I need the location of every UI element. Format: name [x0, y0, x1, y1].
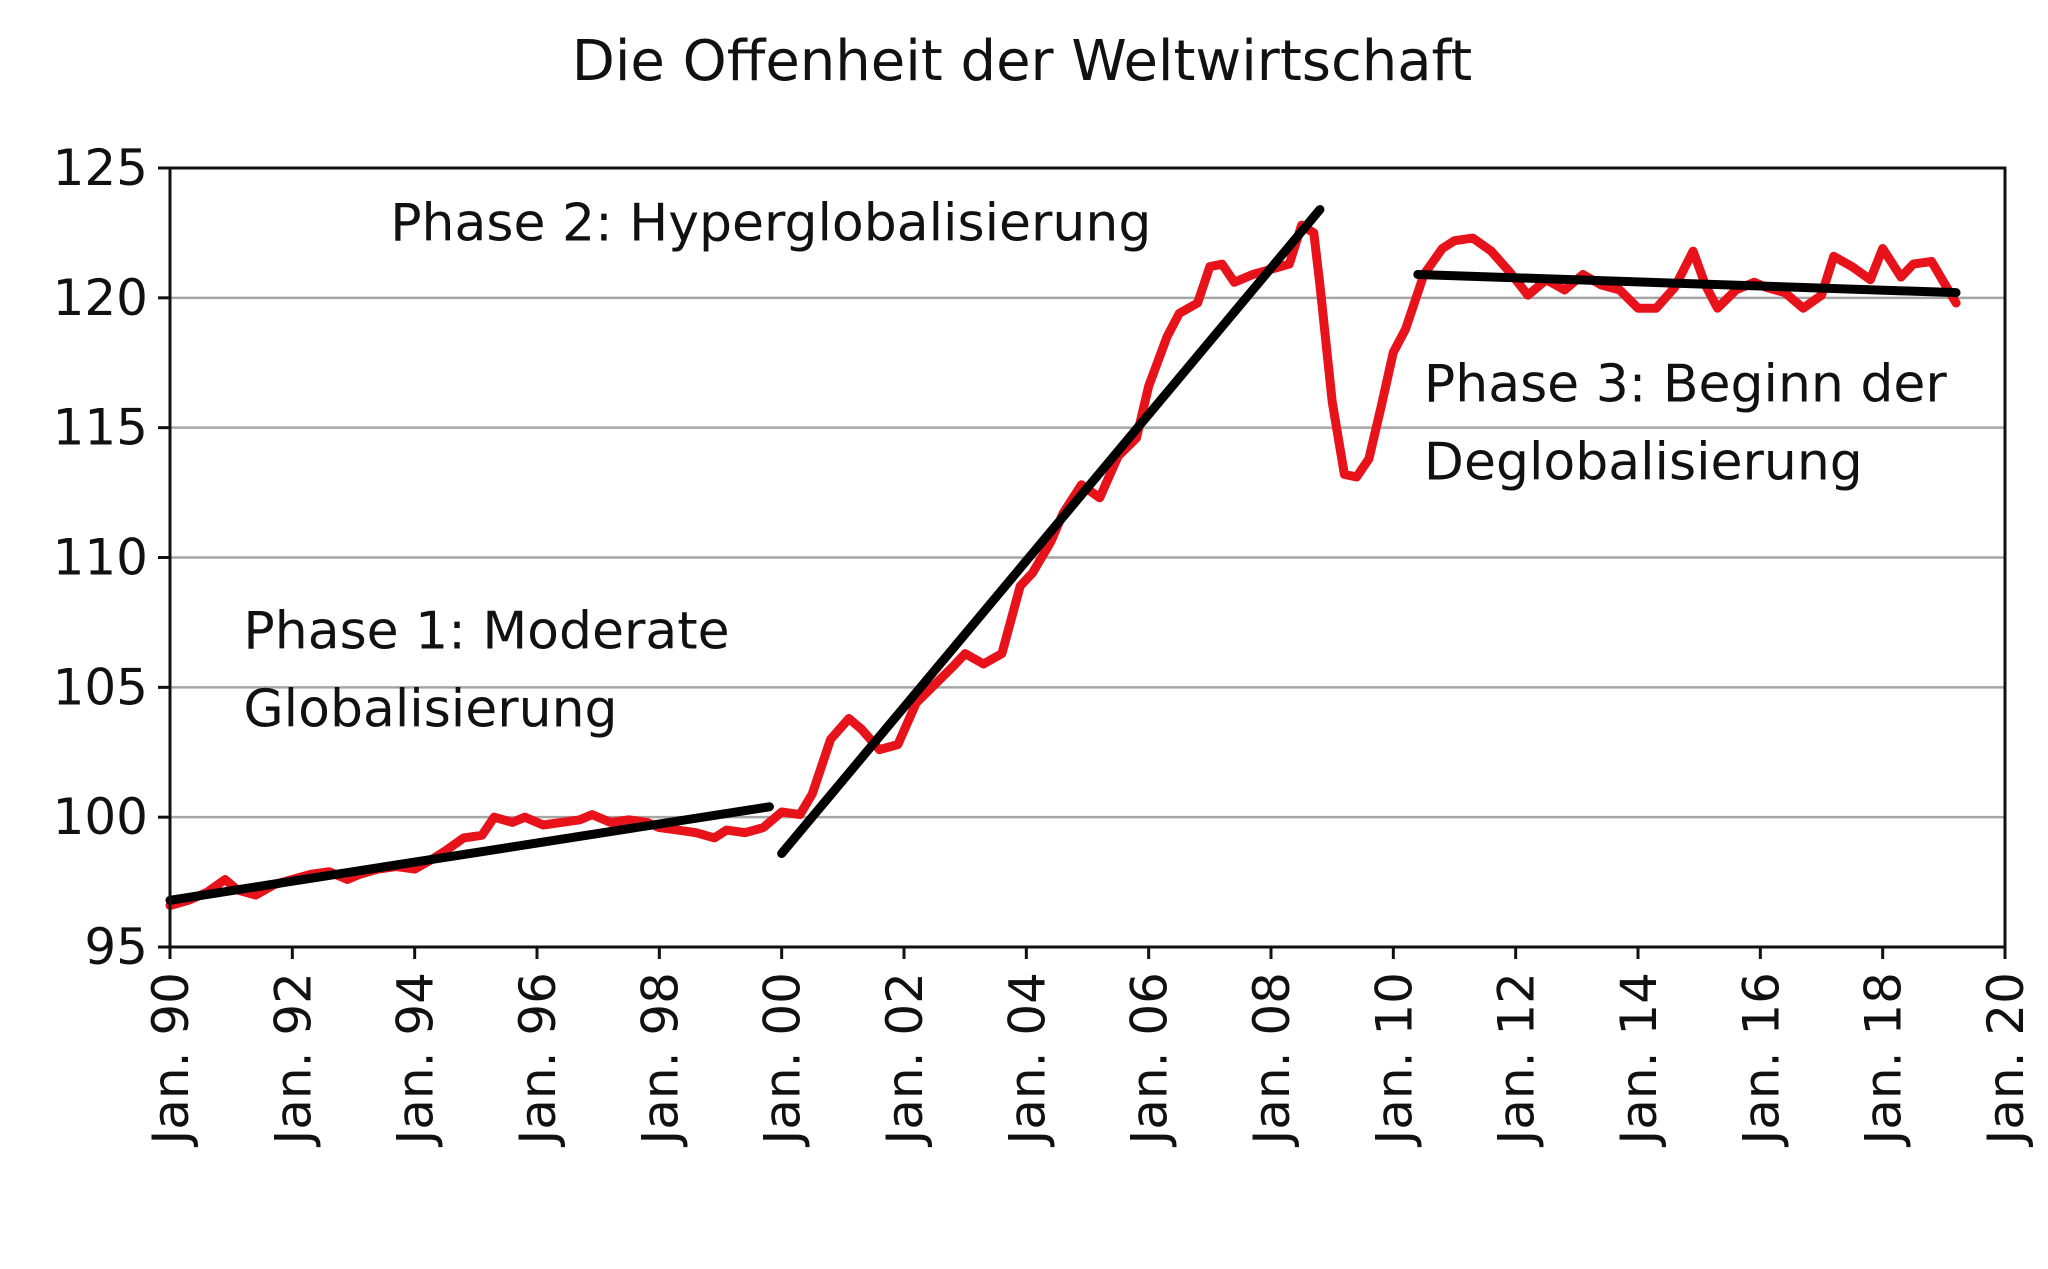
annotation-line: Phase 2: Hyperglobalisierung	[390, 194, 1151, 254]
phase-annotations: Phase 1: Moderate Globalisierung Phase 2: …	[243, 194, 1947, 740]
x-tick-label: Jan. 98	[631, 972, 689, 1148]
x-tick-label: Jan. 12	[1488, 972, 1546, 1148]
y-axis-tick-labels: 95 100 105 110 115 120 125	[53, 139, 170, 976]
trend-lines	[165, 205, 1961, 905]
trend-line	[1413, 269, 1961, 298]
x-tick-label: Jan. 00	[754, 972, 812, 1148]
plot-frame	[168, 166, 2007, 949]
data-series	[165, 220, 1961, 910]
x-tick-label: Jan. 04	[998, 972, 1056, 1148]
trend-line	[165, 802, 774, 905]
x-tick-label: Jan. 06	[1121, 972, 1179, 1148]
y-tick-label: 95	[84, 918, 148, 976]
y-tick-label: 100	[53, 788, 148, 846]
y-tick-label: 120	[53, 269, 148, 327]
trend-line	[777, 205, 1325, 859]
x-tick-label: Jan. 02	[876, 972, 934, 1148]
x-tick-label: Jan. 18	[1855, 972, 1913, 1148]
y-tick-label: 115	[53, 399, 148, 457]
x-tick-label: Jan. 20	[1977, 972, 2035, 1148]
x-tick-label: Jan. 08	[1243, 972, 1301, 1148]
x-tick-label: Jan. 16	[1732, 972, 1790, 1148]
x-tick-label: Jan. 92	[264, 972, 322, 1148]
annotation-line: Phase 1: Moderate	[243, 601, 729, 661]
annotation-line: Globalisierung	[243, 679, 617, 739]
y-tick-label: 105	[53, 658, 148, 716]
x-tick-label: Jan. 90	[142, 972, 200, 1148]
x-tick-label: Jan. 10	[1365, 972, 1423, 1148]
annotation-line: Phase 3: Beginn der	[1424, 355, 1947, 415]
x-tick-label: Jan. 96	[509, 972, 567, 1148]
x-axis-tick-labels: Jan. 90 Jan. 92 Jan. 94 Jan. 96 Jan. 98 Jan. …	[142, 947, 2035, 1148]
chart-title: Die Offenheit der Weltwirtschaft	[572, 29, 1472, 94]
x-tick-label: Jan. 94	[387, 972, 445, 1148]
plot-area-border	[168, 166, 2007, 949]
series-line	[165, 220, 1961, 910]
grid-lines	[170, 296, 2005, 819]
annotation-line: Deglobalisierung	[1424, 433, 1863, 493]
x-tick-label: Jan. 14	[1610, 972, 1668, 1148]
y-tick-label: 125	[53, 139, 148, 197]
y-tick-label: 110	[53, 529, 148, 587]
